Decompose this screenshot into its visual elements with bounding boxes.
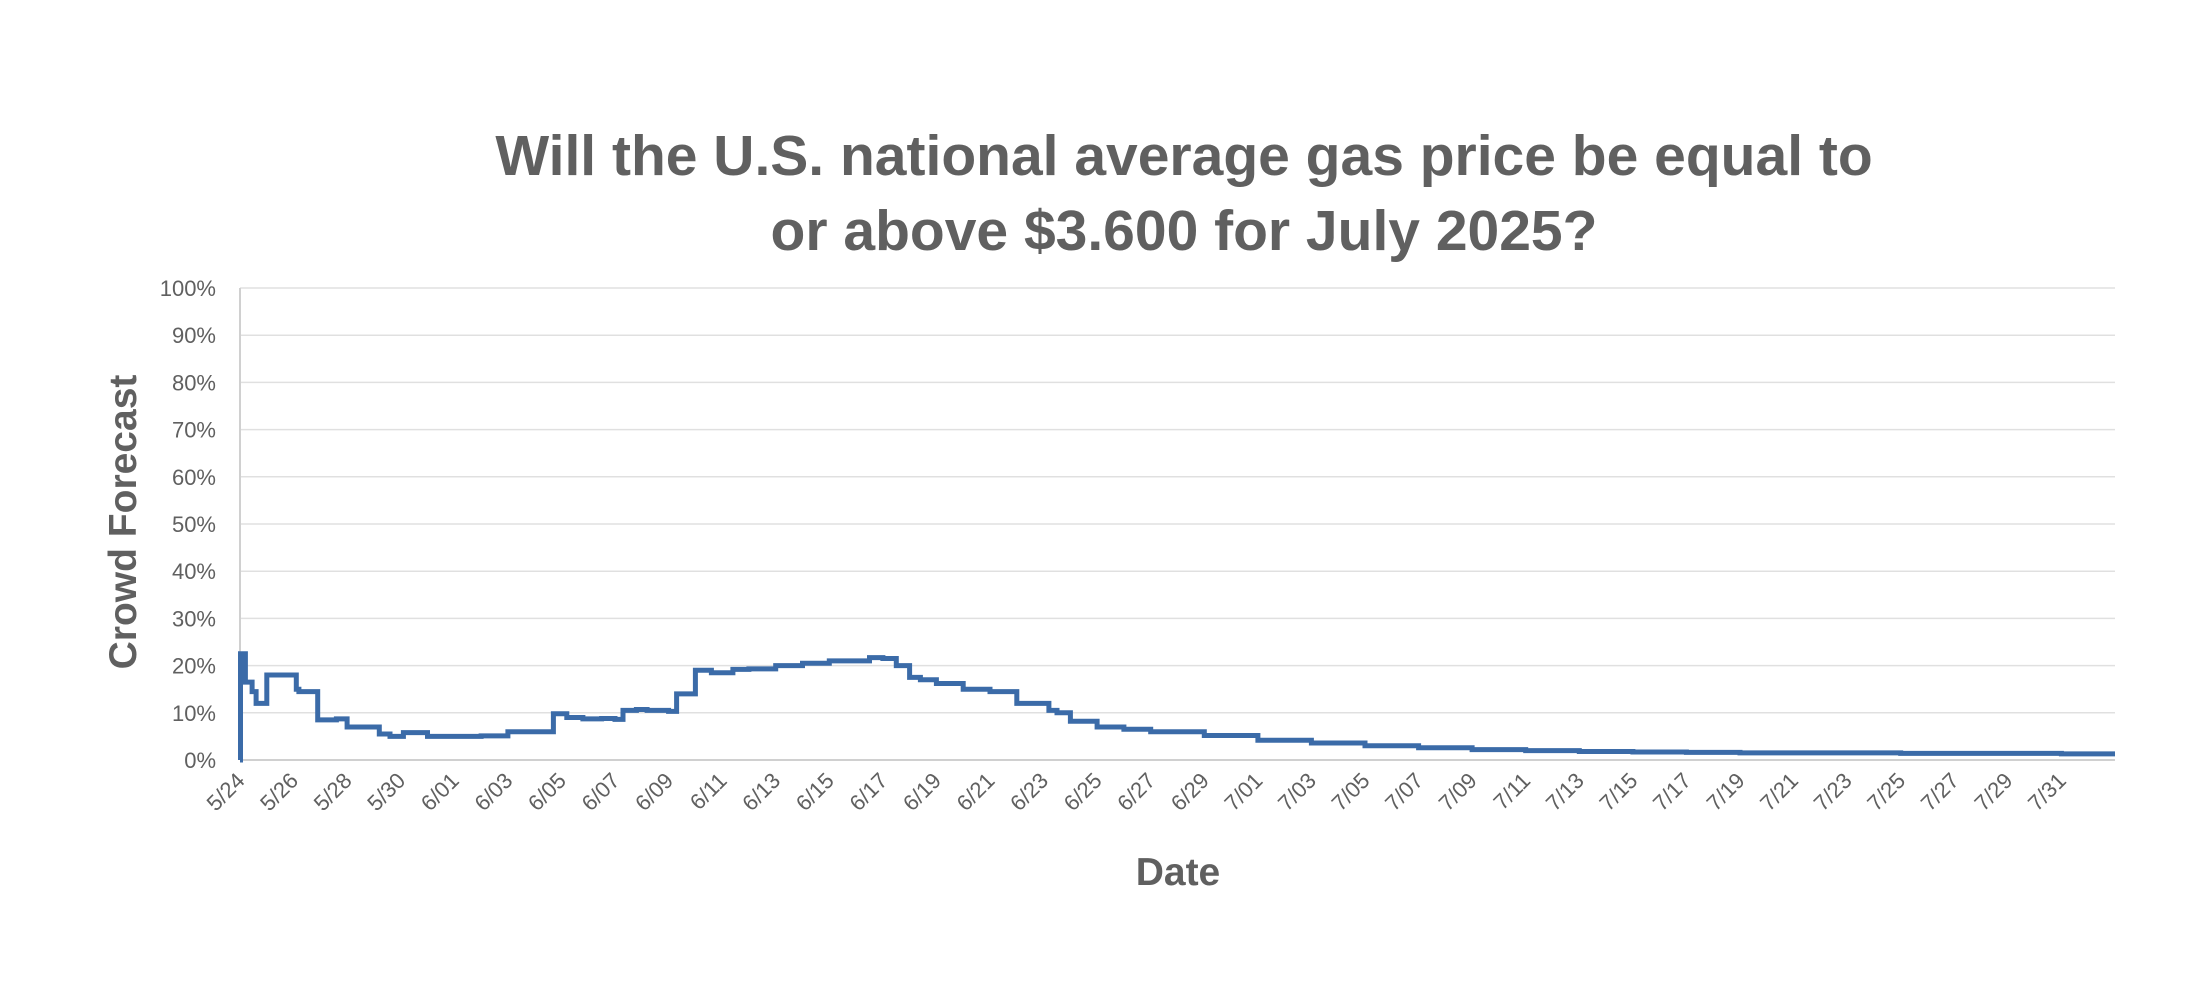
series-line-crowd-forecast <box>238 651 2115 763</box>
x-tick-label: 6/09 <box>630 768 678 816</box>
x-tick-label: 7/19 <box>1702 768 1750 816</box>
x-tick-label: 6/03 <box>469 768 517 816</box>
x-tick-label: 7/05 <box>1327 768 1375 816</box>
chart-title: Will the U.S. national average gas price… <box>495 124 1872 263</box>
x-tick-label: 7/07 <box>1380 768 1428 816</box>
x-tick-label: 7/21 <box>1755 768 1803 816</box>
x-tick-label: 6/11 <box>685 768 732 815</box>
y-tick-label: 50% <box>172 512 216 537</box>
x-tick-label: 6/13 <box>737 768 785 816</box>
y-tick-label: 90% <box>172 323 216 348</box>
y-gridlines <box>240 287 2115 714</box>
y-axis-tick-labels: 0% 10% 20% 30% 40% 50% 60% 70% 80% 90% 100% <box>160 276 216 773</box>
x-tick-label: 7/25 <box>1862 768 1910 816</box>
x-tick-label: 6/23 <box>1005 768 1053 816</box>
x-tick-label: 7/03 <box>1273 768 1321 816</box>
x-tick-label: 6/07 <box>577 768 625 816</box>
y-tick-label: 0% <box>184 748 216 773</box>
x-tick-label: 6/05 <box>523 768 571 816</box>
y-tick-label: 10% <box>172 701 216 726</box>
x-tick-label: 7/27 <box>1916 768 1964 816</box>
x-tick-label: 7/31 <box>2023 768 2071 816</box>
x-tick-label: 5/30 <box>362 768 410 816</box>
y-tick-label: 40% <box>172 559 216 584</box>
x-tick-label: 5/26 <box>255 768 303 816</box>
y-tick-label: 20% <box>172 654 216 679</box>
chart-title-line-2: or above $3.600 for July 2025? <box>771 199 1598 263</box>
x-tick-label: 6/17 <box>844 768 892 816</box>
y-tick-label: 60% <box>172 465 216 490</box>
y-tick-label: 80% <box>172 370 216 395</box>
x-tick-label: 6/29 <box>1166 768 1214 816</box>
x-tick-label: 6/21 <box>952 768 1000 816</box>
x-tick-label: 6/19 <box>898 768 946 816</box>
y-axis-title: Crowd Forecast <box>102 375 145 670</box>
series-group <box>238 651 2115 763</box>
x-tick-label: 7/11 <box>1488 768 1535 815</box>
x-tick-label: 6/15 <box>791 768 839 816</box>
x-tick-label: 6/27 <box>1112 768 1160 816</box>
x-tick-label: 7/13 <box>1541 768 1589 816</box>
x-tick-label: 7/29 <box>1969 768 2017 816</box>
y-tick-label: 70% <box>172 418 216 443</box>
y-tick-label: 100% <box>160 276 216 301</box>
x-tick-label: 6/25 <box>1059 768 1107 816</box>
x-tick-label: 5/24 <box>202 768 250 816</box>
x-tick-label: 7/01 <box>1219 768 1267 816</box>
x-axis-title: Date <box>1136 851 1221 894</box>
x-tick-label: 7/09 <box>1434 768 1482 816</box>
y-tick-label: 30% <box>172 606 216 631</box>
x-axis-tick-labels: 5/24 5/26 5/28 5/30 6/01 6/03 6/05 6/07 6/09 6/11… <box>202 768 2071 816</box>
x-tick-label: 7/17 <box>1648 768 1696 816</box>
x-tick-label: 6/01 <box>416 768 464 816</box>
chart-title-line-1: Will the U.S. national average gas price… <box>495 124 1872 188</box>
x-tick-label: 7/23 <box>1809 768 1857 816</box>
x-tick-label: 7/15 <box>1594 768 1642 816</box>
x-tick-label: 5/28 <box>309 768 357 816</box>
